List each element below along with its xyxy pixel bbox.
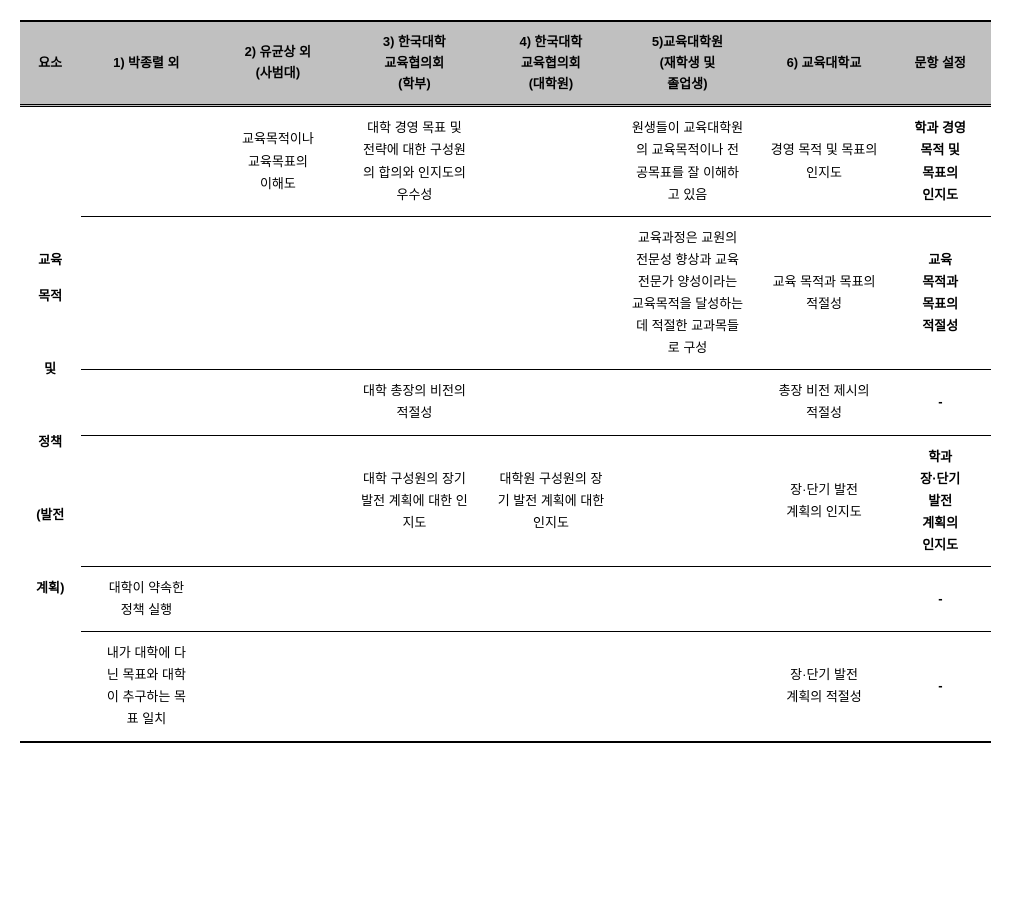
table-row: 교육목적및정책(발전계획) 교육목적이나교육목표의이해도 대학 경영 목표 및전…	[20, 106, 991, 216]
header-row: 요소 1) 박종렬 외 2) 유균상 외(사범대) 3) 한국대학교육협의회(학…	[20, 21, 991, 106]
header-col6: 6) 교육대학교	[758, 21, 889, 106]
table-row: 교육과정은 교원의전문성 향상과 교육전문가 양성이라는교육목적을 달성하는데 …	[20, 216, 991, 370]
cell-result: -	[890, 632, 991, 742]
header-col4: 4) 한국대학교육협의회(대학원)	[485, 21, 616, 106]
cell	[81, 106, 212, 216]
header-col7: 문항 설정	[890, 21, 991, 106]
cell	[617, 566, 759, 631]
cell-result: 교육목적과목표의적절성	[890, 216, 991, 370]
cell-result: -	[890, 370, 991, 435]
cell	[212, 216, 343, 370]
cell	[212, 435, 343, 566]
cell: 교육목적이나교육목표의이해도	[212, 106, 343, 216]
cell	[617, 632, 759, 742]
cell-result: 학과 경영목적 및목표의인지도	[890, 106, 991, 216]
table-row: 대학 총장의 비전의적절성 총장 비전 제시의적절성 -	[20, 370, 991, 435]
cell-result: -	[890, 566, 991, 631]
cell: 대학원 구성원의 장기 발전 계획에 대한인지도	[485, 435, 616, 566]
cell	[617, 370, 759, 435]
cell	[212, 566, 343, 631]
header-col2: 2) 유균상 외(사범대)	[212, 21, 343, 106]
cell	[344, 566, 486, 631]
cell	[81, 435, 212, 566]
cell: 원생들이 교육대학원의 교육목적이나 전공목표를 잘 이해하고 있음	[617, 106, 759, 216]
cell: 교육과정은 교원의전문성 향상과 교육전문가 양성이라는교육목적을 달성하는데 …	[617, 216, 759, 370]
cell: 대학이 약속한정책 실행	[81, 566, 212, 631]
cell	[344, 632, 486, 742]
cell: 대학 총장의 비전의적절성	[344, 370, 486, 435]
cell	[758, 566, 889, 631]
header-col1: 1) 박종렬 외	[81, 21, 212, 106]
header-col5: 5)교육대학원(재학생 및졸업생)	[617, 21, 759, 106]
cell: 경영 목적 및 목표의인지도	[758, 106, 889, 216]
data-table: 요소 1) 박종렬 외 2) 유균상 외(사범대) 3) 한국대학교육협의회(학…	[20, 20, 991, 743]
table-row: 대학 구성원의 장기발전 계획에 대한 인지도 대학원 구성원의 장기 발전 계…	[20, 435, 991, 566]
table-row: 대학이 약속한정책 실행 -	[20, 566, 991, 631]
cell	[81, 370, 212, 435]
cell	[485, 370, 616, 435]
cell	[485, 106, 616, 216]
cell: 교육 목적과 목표의적절성	[758, 216, 889, 370]
header-yoso: 요소	[20, 21, 81, 106]
cell: 총장 비전 제시의적절성	[758, 370, 889, 435]
cell	[485, 566, 616, 631]
cell	[212, 370, 343, 435]
cell: 장·단기 발전계획의 인지도	[758, 435, 889, 566]
header-col3: 3) 한국대학교육협의회(학부)	[344, 21, 486, 106]
cell: 내가 대학에 다닌 목표와 대학이 추구하는 목표 일치	[81, 632, 212, 742]
cell-result: 학과장·단기발전계획의인지도	[890, 435, 991, 566]
table-body: 교육목적및정책(발전계획) 교육목적이나교육목표의이해도 대학 경영 목표 및전…	[20, 106, 991, 742]
table-row: 내가 대학에 다닌 목표와 대학이 추구하는 목표 일치 장·단기 발전계획의 …	[20, 632, 991, 742]
cell	[344, 216, 486, 370]
cell: 장·단기 발전계획의 적절성	[758, 632, 889, 742]
cell	[212, 632, 343, 742]
cell	[81, 216, 212, 370]
cell: 대학 구성원의 장기발전 계획에 대한 인지도	[344, 435, 486, 566]
row-header: 교육목적및정책(발전계획)	[20, 106, 81, 742]
cell	[485, 632, 616, 742]
cell	[617, 435, 759, 566]
cell: 대학 경영 목표 및전략에 대한 구성원의 합의와 인지도의우수성	[344, 106, 486, 216]
cell	[485, 216, 616, 370]
